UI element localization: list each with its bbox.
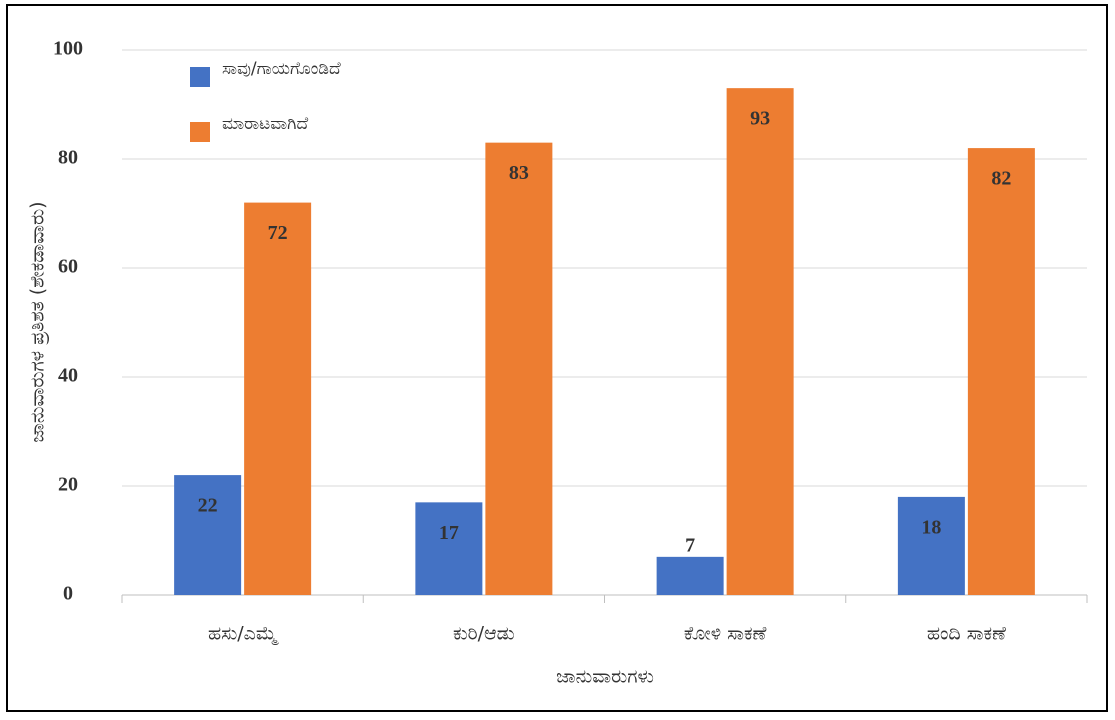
y-tick-label: 80: [58, 147, 78, 169]
bar: [897, 496, 965, 595]
y-tick-label: 60: [58, 256, 78, 278]
value-label: 7: [685, 534, 695, 556]
value-label: 17: [439, 522, 459, 544]
bar: [415, 502, 483, 595]
y-tick-label: 100: [53, 38, 83, 60]
value-label: 82: [991, 168, 1011, 190]
bar: [656, 556, 724, 595]
legend-swatch: [190, 122, 210, 142]
value-label: 22: [198, 495, 218, 517]
legend-label: ಮಾರಾಟವಾಗಿದೆ: [222, 114, 308, 134]
y-tick-label: 0: [63, 583, 73, 605]
y-tick-label: 40: [58, 365, 78, 387]
frame: [6, 4, 1108, 712]
y-tick-label: 20: [58, 474, 78, 496]
legend-label: ಸಾವು/ಗಾಯಗೊಂಡಿದೆ: [222, 59, 341, 79]
value-label: 93: [750, 108, 770, 130]
bar: [485, 142, 553, 595]
x-tick-label: ಕೋಳಿ ಸಾಕಣೆ: [684, 623, 767, 645]
bar: [244, 202, 312, 595]
value-label: 18: [921, 516, 941, 538]
value-label: 83: [509, 162, 529, 184]
bar: [726, 88, 794, 596]
bar: [967, 148, 1035, 595]
value-label: 72: [268, 222, 288, 244]
bar: [174, 475, 242, 595]
x-tick-label: ಹಸು/ಎಮ್ಮೆ: [208, 623, 280, 646]
legend-swatch: [190, 67, 210, 87]
x-tick-label: ಹಂದಿ ಸಾಕಣೆ: [927, 623, 1006, 645]
x-axis-label: ಜಾನುವಾರುಗಳು: [556, 666, 654, 688]
y-axis-label: ಜಾನುವಾರುಗಳ ಪ್ರತಿಶತ (ಶೇಕಡಾವಾರು): [27, 201, 49, 442]
x-tick-label: ಕುರಿ/ಆಡು: [453, 623, 515, 645]
